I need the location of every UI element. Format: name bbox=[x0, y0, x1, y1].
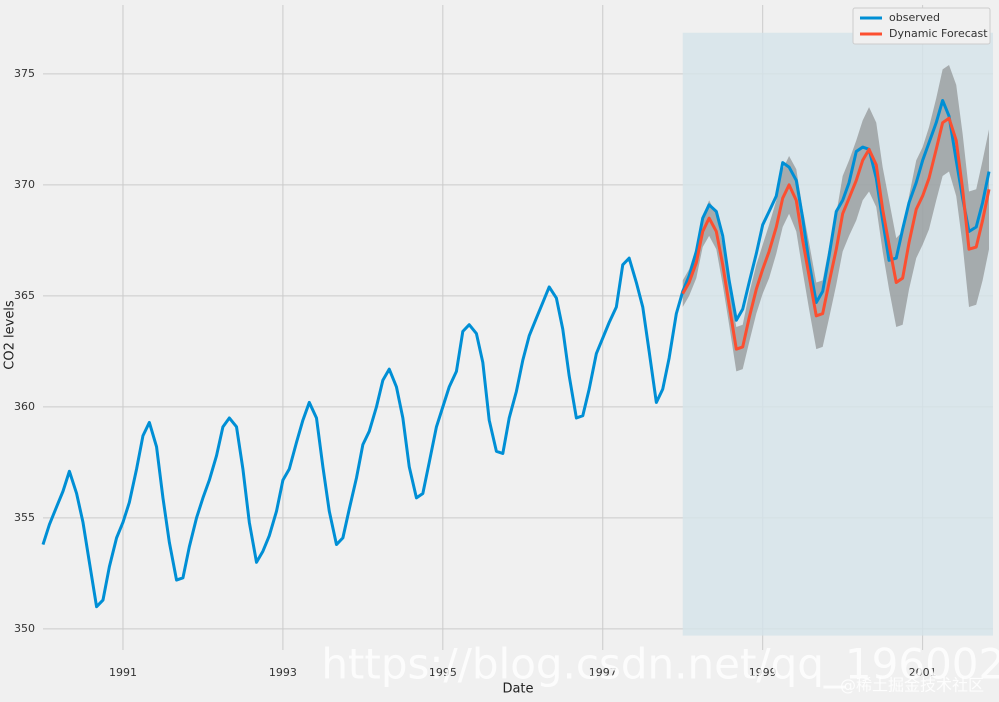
x-tick-label: 1995 bbox=[429, 666, 457, 679]
y-tick-label: 370 bbox=[14, 178, 35, 191]
y-axis-label: CO2 levels bbox=[3, 300, 18, 370]
y-tick-label: 365 bbox=[14, 289, 35, 302]
y-tick-label: 375 bbox=[14, 67, 35, 80]
y-tick-label: 350 bbox=[14, 622, 35, 635]
x-tick-label: 1999 bbox=[749, 666, 777, 679]
watermark: https://blog.csdn.net/qq_19600291 bbox=[321, 640, 999, 689]
series-line bbox=[41, 98, 991, 609]
x-tick-label: 1991 bbox=[109, 666, 137, 679]
x-tick-label: 1997 bbox=[589, 666, 617, 679]
legend-label: Dynamic Forecast bbox=[889, 27, 988, 40]
x-tick-label: 2001 bbox=[909, 666, 937, 679]
x-axis-label: Date bbox=[502, 682, 533, 697]
y-tick-label: 360 bbox=[14, 400, 35, 413]
x-tick-label: 1993 bbox=[269, 666, 297, 679]
watermark: @稀土掘金技术社区 bbox=[840, 676, 984, 695]
y-tick-label: 355 bbox=[14, 511, 35, 524]
legend-box bbox=[852, 7, 991, 45]
legend-label: observed bbox=[889, 11, 940, 24]
plot-area bbox=[41, 5, 993, 650]
series-line bbox=[681, 116, 991, 351]
